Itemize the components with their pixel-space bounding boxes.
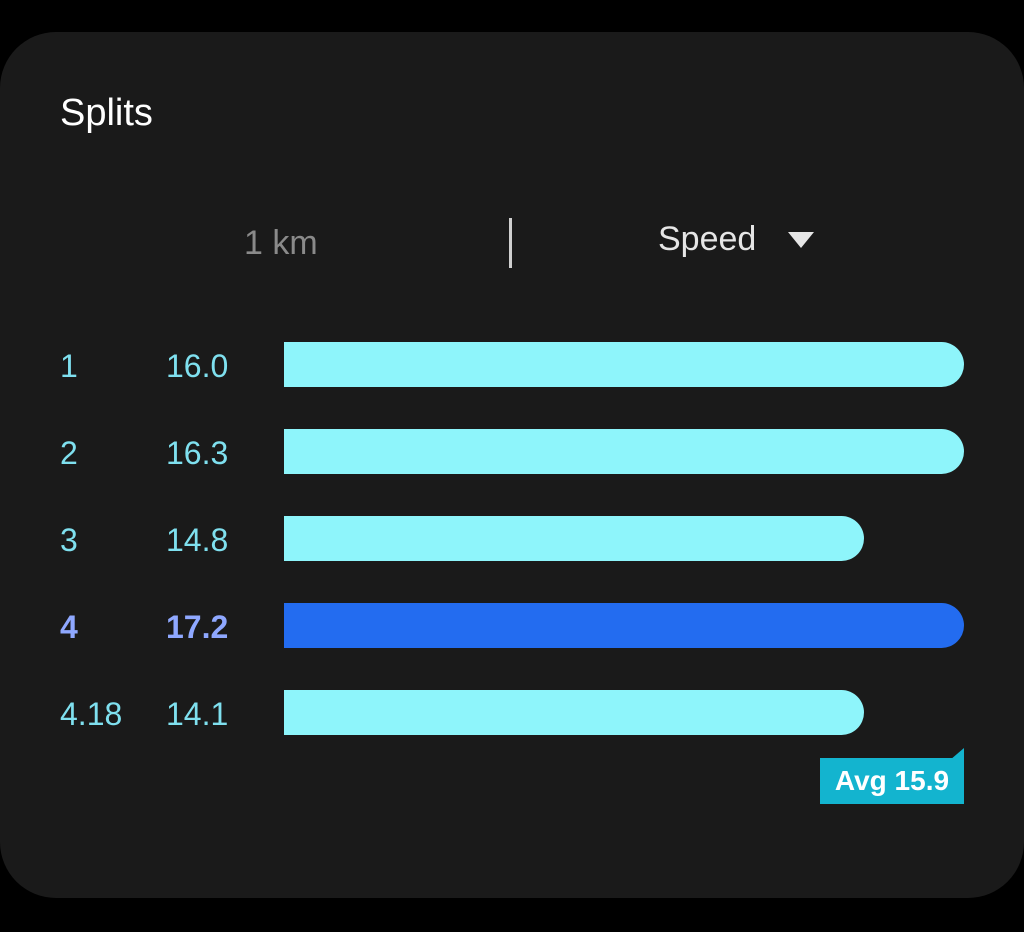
metric-dropdown[interactable]: Speed	[658, 220, 815, 259]
split-index: 2	[60, 435, 78, 471]
split-speed-bar	[284, 690, 864, 735]
split-speed-value: 16.0	[166, 348, 229, 384]
caret-down-icon	[788, 231, 815, 248]
split-speed-value: 17.2	[166, 609, 229, 645]
split-speed-bar	[284, 429, 964, 474]
metric-dropdown-label: Speed	[658, 220, 757, 258]
split-speed-value: 14.8	[166, 522, 229, 558]
split-row[interactable]: 4 17.2	[0, 603, 1024, 649]
split-row[interactable]: 2 16.3	[0, 429, 1024, 475]
split-index: 1	[60, 348, 78, 384]
split-index: 4.18	[60, 696, 123, 732]
card-title: Splits	[60, 92, 153, 134]
toggle-divider	[509, 218, 512, 268]
split-index: 3	[60, 522, 78, 558]
split-row[interactable]: 4.18 14.1	[0, 690, 1024, 736]
average-badge: Avg 15.9	[820, 758, 964, 804]
unit-toggle[interactable]: 1 km	[244, 224, 318, 262]
avg-badge-flag	[950, 748, 964, 760]
split-speed-bar	[284, 342, 964, 387]
split-speed-bar	[284, 603, 964, 648]
split-row[interactable]: 1 16.0	[0, 342, 1024, 388]
split-index: 4	[60, 609, 78, 645]
split-speed-value: 14.1	[166, 696, 229, 732]
split-speed-value: 16.3	[166, 435, 229, 471]
split-speed-bar	[284, 516, 864, 561]
split-row[interactable]: 3 14.8	[0, 516, 1024, 562]
